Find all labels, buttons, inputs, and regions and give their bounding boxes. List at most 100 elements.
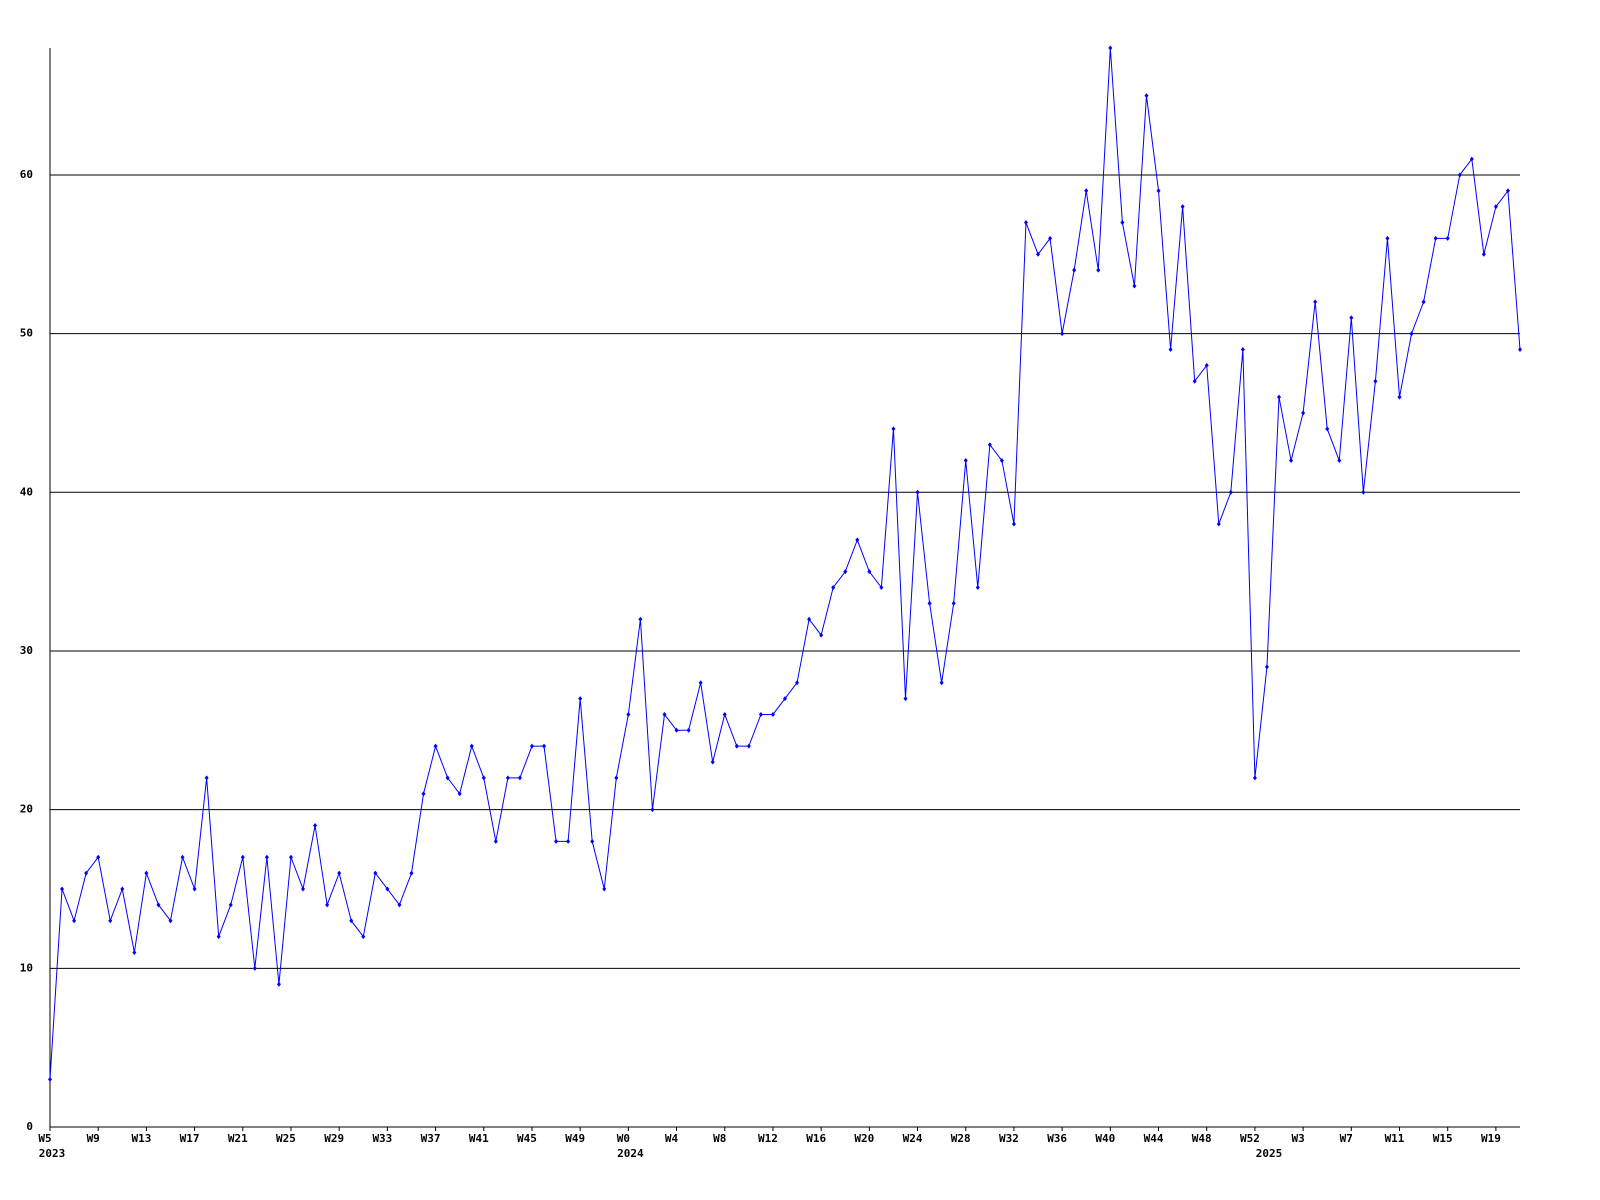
marker: [1023, 220, 1028, 226]
marker: [602, 886, 607, 892]
marker: [566, 838, 571, 844]
x-tick-label: W11: [1385, 1132, 1405, 1145]
x-tick-label: W17: [180, 1132, 200, 1145]
marker: [337, 870, 342, 876]
marker: [1264, 664, 1269, 670]
marker: [542, 743, 547, 749]
y-tick-label: 50: [20, 327, 33, 340]
marker: [975, 585, 980, 590]
marker: [1120, 220, 1125, 226]
marker: [373, 870, 378, 876]
x-tick-label: W20: [854, 1132, 874, 1145]
marker: [1505, 188, 1510, 194]
marker: [554, 838, 559, 844]
marker: [505, 775, 510, 781]
marker: [481, 775, 486, 781]
marker: [1469, 156, 1474, 162]
x-tick-label: W21: [228, 1132, 248, 1145]
marker: [180, 854, 185, 860]
marker: [1325, 426, 1330, 432]
marker: [1361, 489, 1366, 495]
marker: [1192, 378, 1197, 384]
x-tick-label: W40: [1095, 1132, 1115, 1145]
marker: [843, 569, 848, 575]
marker: [1397, 394, 1402, 400]
marker: [578, 696, 583, 702]
y-tick-label: 0: [26, 1120, 33, 1133]
marker: [1180, 204, 1185, 210]
marker: [1385, 235, 1390, 241]
marker: [915, 489, 920, 495]
x-tick-label: W8: [713, 1132, 726, 1145]
x-year-label: 2025: [1256, 1147, 1283, 1160]
x-tick-label: W48: [1192, 1132, 1212, 1145]
x-tick-label: W37: [421, 1132, 441, 1145]
marker: [963, 458, 968, 464]
marker: [1011, 521, 1016, 527]
marker: [819, 632, 824, 638]
marker: [96, 854, 101, 860]
x-tick-label: W3: [1291, 1132, 1304, 1145]
marker: [264, 854, 269, 860]
marker: [132, 949, 137, 955]
marker: [469, 743, 474, 749]
marker: [1096, 267, 1101, 273]
marker: [1048, 235, 1053, 241]
marker: [1518, 346, 1522, 352]
marker: [855, 537, 860, 543]
x-tick-label: W0: [617, 1132, 630, 1145]
marker: [1445, 235, 1450, 241]
marker: [1289, 458, 1294, 464]
marker: [903, 696, 908, 702]
marker: [795, 680, 800, 686]
y-tick-label: 20: [20, 803, 33, 816]
x-tick-label: W9: [87, 1132, 100, 1145]
marker: [421, 791, 426, 797]
marker: [1156, 188, 1161, 194]
marker: [1313, 299, 1318, 305]
marker: [144, 870, 149, 876]
marker: [433, 743, 438, 749]
x-tick-label: W52: [1240, 1132, 1260, 1145]
marker: [60, 886, 65, 892]
marker: [84, 870, 89, 876]
marker: [349, 918, 354, 924]
y-tick-label: 30: [20, 644, 33, 657]
y-tick-label: 10: [20, 961, 33, 974]
marker: [734, 743, 739, 749]
marker: [1168, 346, 1173, 352]
x-year-label: 2023: [39, 1147, 66, 1160]
marker: [1277, 394, 1282, 400]
marker: [1240, 346, 1245, 352]
marker: [770, 711, 775, 717]
marker: [590, 838, 595, 844]
marker: [1132, 283, 1137, 289]
marker: [746, 743, 751, 749]
marker: [1216, 521, 1221, 527]
marker: [120, 886, 125, 892]
marker: [939, 680, 944, 686]
marker: [614, 775, 619, 781]
marker: [1036, 251, 1041, 257]
marker: [252, 965, 257, 971]
marker: [361, 934, 366, 940]
marker: [1108, 45, 1113, 51]
marker: [638, 616, 643, 622]
marker: [1373, 378, 1378, 384]
marker: [1084, 188, 1089, 194]
x-tick-label: W49: [565, 1132, 585, 1145]
marker: [891, 426, 896, 432]
marker: [1349, 315, 1354, 321]
marker: [1228, 489, 1233, 495]
x-tick-label: W29: [324, 1132, 344, 1145]
x-tick-label: W32: [999, 1132, 1019, 1145]
y-tick-label: 40: [20, 485, 33, 498]
marker: [108, 918, 113, 924]
marker: [783, 696, 787, 702]
marker: [867, 569, 872, 575]
marker: [204, 775, 209, 781]
x-tick-label: W28: [951, 1132, 971, 1145]
marker: [710, 759, 715, 765]
